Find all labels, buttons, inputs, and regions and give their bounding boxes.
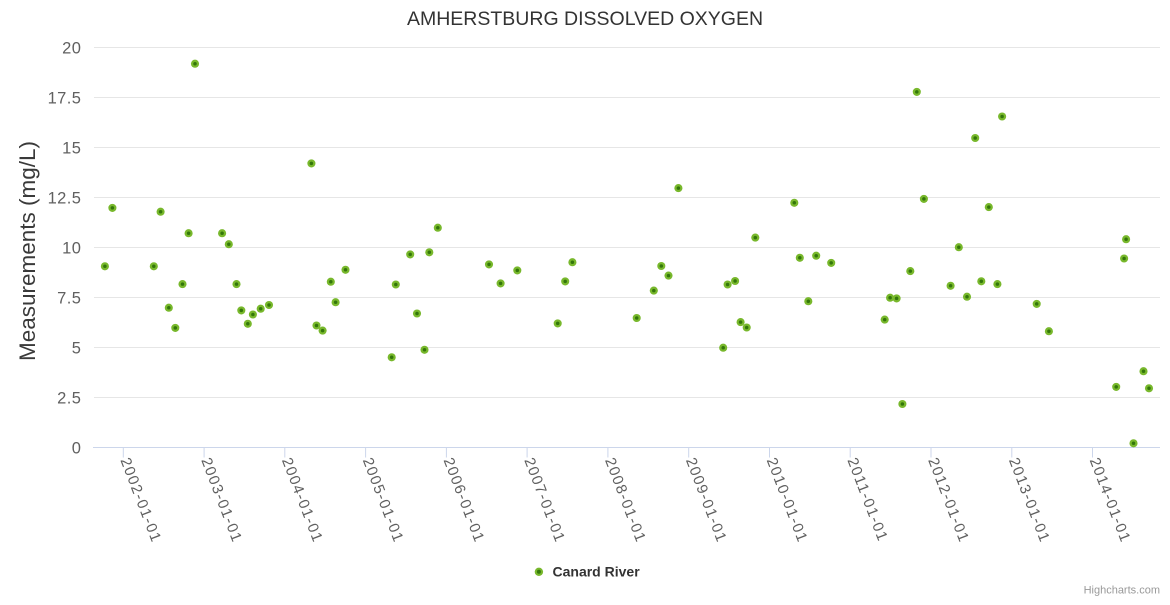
svg-text:15: 15: [62, 140, 81, 158]
svg-text:20: 20: [62, 40, 81, 58]
svg-text:Highcharts.com: Highcharts.com: [1084, 585, 1160, 597]
svg-text:2.5: 2.5: [57, 390, 81, 408]
svg-text:12.5: 12.5: [48, 190, 82, 208]
svg-text:10: 10: [62, 240, 81, 258]
svg-text:0: 0: [72, 440, 82, 458]
svg-text:5: 5: [72, 340, 82, 358]
svg-text:Canard River: Canard River: [553, 564, 641, 580]
svg-text:17.5: 17.5: [48, 90, 82, 108]
svg-text:7.5: 7.5: [57, 290, 81, 308]
svg-text:AMHERSTBURG DISSOLVED OXYGEN: AMHERSTBURG DISSOLVED OXYGEN: [407, 8, 763, 30]
svg-text:Measurements (mg/L): Measurements (mg/L): [15, 141, 40, 361]
